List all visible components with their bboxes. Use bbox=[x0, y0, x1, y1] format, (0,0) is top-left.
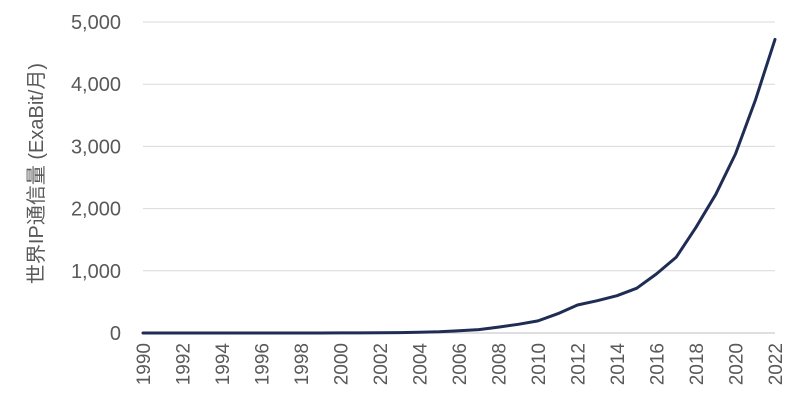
y-tick-label: 5,000 bbox=[71, 12, 121, 34]
y-tick-label: 3,000 bbox=[71, 136, 121, 158]
x-tick-label: 1998 bbox=[292, 343, 313, 385]
y-tick-label: 4,000 bbox=[71, 74, 121, 96]
x-tick-label: 1994 bbox=[213, 343, 234, 386]
y-tick-label: 0 bbox=[110, 323, 121, 345]
x-tick-label: 2010 bbox=[529, 343, 550, 385]
x-tick-label: 2012 bbox=[569, 343, 590, 385]
y-axis-label: 世界IP通信量 (ExaBit/月) bbox=[25, 63, 48, 284]
x-tick-label: 1990 bbox=[134, 343, 155, 385]
series-layer bbox=[141, 37, 777, 335]
x-tick-label: 2020 bbox=[727, 343, 748, 385]
series-line bbox=[141, 37, 777, 335]
x-tick-label: 2018 bbox=[687, 343, 708, 385]
x-tick-labels: 1990 1992 1994 1996 1998 2000 2002 2004 2006 2008… bbox=[134, 343, 787, 386]
y-tick-label: 2,000 bbox=[71, 199, 121, 221]
x-tick-label: 2016 bbox=[648, 343, 669, 385]
x-tick-label: 1992 bbox=[174, 343, 195, 385]
x-tick-label: 2006 bbox=[450, 343, 471, 385]
x-tick-label: 2014 bbox=[608, 343, 629, 386]
x-tick-label: 2000 bbox=[332, 343, 353, 385]
x-tick-label: 2004 bbox=[411, 343, 432, 386]
grid-lines bbox=[143, 21, 775, 272]
y-tick-labels: 0 1,000 2,000 3,000 4,000 5,000 bbox=[71, 12, 121, 345]
x-tick-label: 2008 bbox=[490, 343, 511, 385]
x-tick-label: 1996 bbox=[253, 343, 274, 385]
y-tick-label: 1,000 bbox=[71, 261, 121, 283]
x-tick-label: 2002 bbox=[371, 343, 392, 385]
x-tick-label: 2022 bbox=[766, 343, 787, 385]
